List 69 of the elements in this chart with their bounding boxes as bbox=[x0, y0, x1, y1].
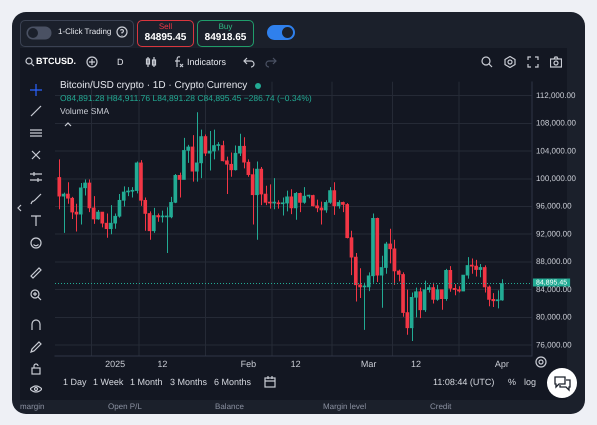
x-tick-label: Mar bbox=[360, 359, 376, 370]
text: Sell bbox=[158, 22, 174, 31]
candlestick bbox=[194, 112, 199, 182]
x-tick-label: 12 bbox=[410, 359, 421, 370]
candlestick bbox=[320, 201, 324, 226]
text: 1-Click Trading bbox=[58, 27, 112, 36]
text: D bbox=[117, 57, 124, 67]
candlestick bbox=[436, 284, 440, 302]
candlestick bbox=[204, 134, 208, 156]
text: 1 Month bbox=[130, 377, 163, 387]
candlestick bbox=[100, 212, 104, 228]
x-tick-label: Apr bbox=[494, 359, 509, 370]
text: Credit bbox=[430, 402, 452, 411]
y-tick-label: 108,000.00 bbox=[536, 118, 577, 128]
candlestick bbox=[220, 140, 224, 162]
text: Balance bbox=[215, 402, 244, 411]
y-tick-label: 112,000.00 bbox=[536, 90, 576, 100]
text: 84895.45 bbox=[144, 32, 188, 43]
candlestick bbox=[152, 207, 156, 234]
x-tick-label: 2025 bbox=[105, 359, 126, 370]
text: Margin level bbox=[323, 402, 366, 411]
y-tick-label: 84,000.00 bbox=[536, 284, 572, 294]
text: 1 Day bbox=[63, 377, 87, 387]
candlestick bbox=[57, 158, 62, 210]
candlestick bbox=[478, 264, 482, 278]
candlestick bbox=[62, 192, 66, 234]
candlestick bbox=[431, 282, 435, 304]
candlestick bbox=[474, 259, 478, 278]
y-tick-label: 104,000.00 bbox=[536, 146, 577, 156]
y-tick-label: 88,000.00 bbox=[536, 257, 572, 266]
y-tick-label: 92,000.00 bbox=[536, 229, 572, 238]
text: Open P/L bbox=[108, 402, 142, 411]
y-tick-label: 100,000.00 bbox=[536, 174, 577, 184]
candlestick bbox=[294, 191, 298, 220]
candlestick bbox=[418, 287, 422, 319]
text: Buy bbox=[218, 22, 234, 31]
candlestick bbox=[448, 266, 452, 292]
text: Indicators bbox=[187, 57, 226, 67]
candlestick bbox=[109, 204, 113, 235]
y-tick-label: 96,000.00 bbox=[536, 202, 572, 211]
candlestick bbox=[272, 178, 276, 210]
candlestick bbox=[160, 210, 164, 223]
candlestick bbox=[285, 190, 289, 212]
candlestick bbox=[332, 182, 336, 216]
text: margin bbox=[20, 402, 44, 411]
candlestick bbox=[290, 188, 294, 215]
candlestick bbox=[178, 172, 182, 198]
candlestick bbox=[298, 192, 302, 213]
text: BTCUSD. bbox=[36, 56, 76, 66]
candlestick bbox=[104, 212, 108, 238]
text: 6 Months bbox=[214, 377, 252, 387]
annotation: Volume SMA bbox=[60, 106, 110, 116]
x-tick-label: Feb bbox=[240, 359, 256, 370]
annotation: O84,891.28 H84,911.76 L84,891.28 C84,895.45 −286.74 (−0.34%) bbox=[60, 93, 312, 103]
x-tick-label: 12 bbox=[290, 359, 301, 370]
x-tick-label: 12 bbox=[157, 359, 168, 370]
text: 11:08:44 (UTC) bbox=[433, 377, 494, 387]
text: log bbox=[524, 377, 536, 387]
text: % bbox=[508, 377, 516, 387]
text: 84918.65 bbox=[204, 32, 248, 43]
candlestick bbox=[302, 186, 306, 204]
text: 1 Week bbox=[93, 377, 124, 387]
chart-title: Bitcoin/USD crypto · 1D · Crypto Currency bbox=[60, 80, 248, 91]
candlestick bbox=[440, 289, 444, 310]
text: 3 Months bbox=[170, 377, 208, 387]
candlestick bbox=[234, 145, 238, 171]
candlestick bbox=[310, 194, 315, 208]
y-tick-label: 76,000.00 bbox=[536, 340, 572, 350]
y-tick-label: 80,000.00 bbox=[536, 312, 572, 322]
